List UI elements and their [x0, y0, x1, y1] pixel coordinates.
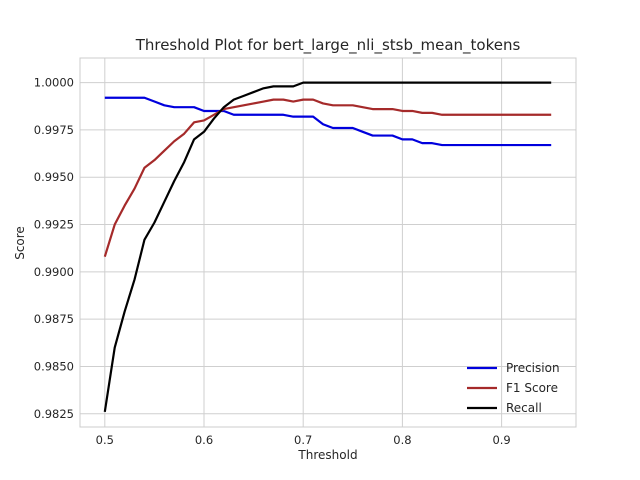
y-tick-label: 0.9850: [34, 359, 74, 373]
f1-score-line: [103, 98, 552, 258]
y-tick-label: 0.9825: [34, 407, 74, 421]
series-layer: [103, 81, 552, 413]
x-tick-label: 0.5: [96, 433, 114, 447]
x-tick-label: 0.6: [195, 433, 213, 447]
chart-title: Threshold Plot for bert_large_nli_stsb_m…: [135, 36, 521, 55]
legend-label-f1-score: F1 Score: [506, 381, 558, 395]
tick-label-layer: 0.5 0.6 0.7 0.8 0.9 0.9825 0.9850 0.9875 0.9900 0…: [34, 76, 511, 447]
precision-line: [104, 96, 552, 147]
x-axis-label: Threshold: [297, 448, 357, 462]
y-tick-label: 0.9925: [34, 218, 74, 232]
legend-label-precision: Precision: [506, 361, 560, 375]
x-tick-label: 0.8: [393, 433, 411, 447]
y-tick-label: 0.9975: [34, 123, 74, 137]
y-tick-label: 1.0000: [34, 76, 74, 90]
x-tick-label: 0.9: [492, 433, 510, 447]
y-tick-label: 0.9875: [34, 312, 74, 326]
x-tick-label: 0.7: [294, 433, 312, 447]
plot-frame: [79, 57, 577, 428]
recall-line: [103, 81, 552, 413]
y-axis-label: Score: [13, 226, 27, 260]
y-tick-label: 0.9900: [34, 265, 74, 279]
legend: Precision F1 Score Recall: [467, 361, 560, 415]
legend-label-recall: Recall: [506, 401, 542, 415]
y-tick-label: 0.9950: [34, 170, 74, 184]
